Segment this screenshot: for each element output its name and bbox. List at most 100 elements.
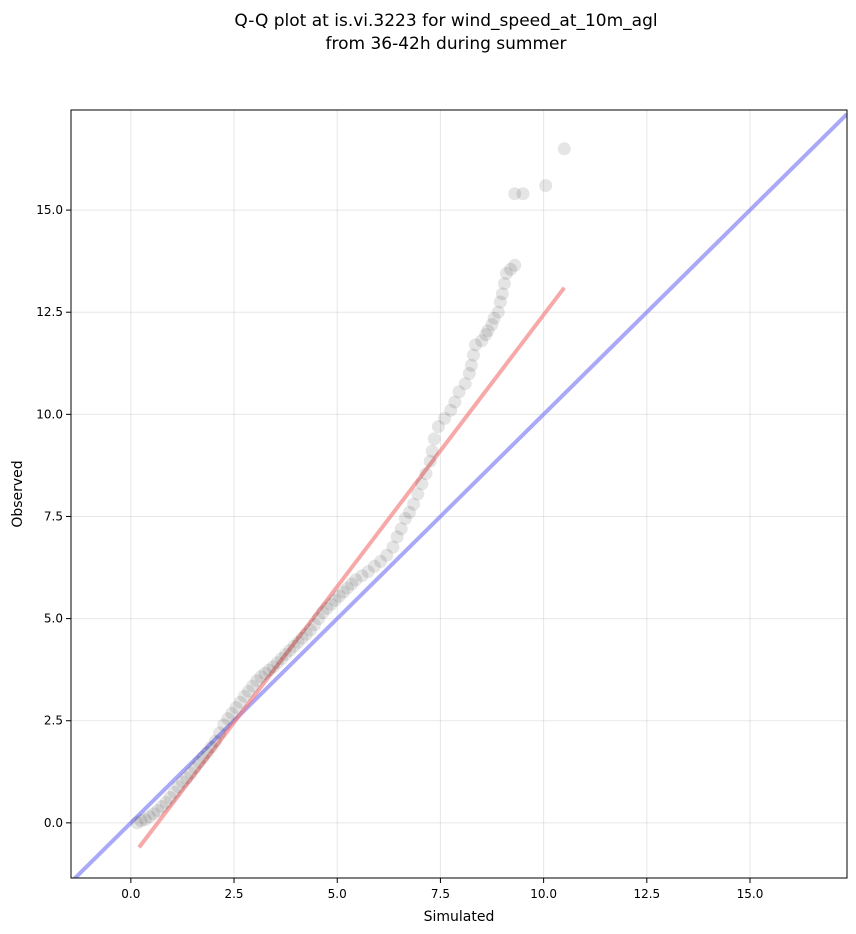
data-point xyxy=(250,674,264,688)
data-point xyxy=(481,324,495,338)
data-point xyxy=(361,565,375,579)
data-point xyxy=(332,589,346,603)
data-point xyxy=(279,648,293,662)
data-point xyxy=(138,813,152,827)
chart-title-line-1: Q-Q plot at is.vi.3223 for wind_speed_at… xyxy=(234,11,657,31)
data-point xyxy=(402,505,416,519)
data-point xyxy=(270,656,284,670)
data-point xyxy=(458,377,472,391)
data-point xyxy=(196,750,210,764)
data-point xyxy=(241,684,255,698)
x-axis-ticks: 0.0 2.5 5.0 7.5 10.0 12.5 15.0 xyxy=(121,878,763,901)
identity-line xyxy=(72,112,847,878)
data-point xyxy=(469,338,483,352)
data-point xyxy=(142,810,156,824)
data-point xyxy=(394,522,408,536)
data-point xyxy=(419,467,433,481)
data-point xyxy=(299,627,313,641)
data-point xyxy=(491,305,505,319)
data-point xyxy=(336,585,350,599)
y-tick-label: 10.0 xyxy=(36,407,63,421)
data-point xyxy=(163,791,177,805)
chart-title-line-2: from 36-42h during summer xyxy=(326,34,567,54)
x-axis-label: Simulated xyxy=(424,909,495,925)
x-tick-label: 0.0 xyxy=(121,887,140,901)
data-point xyxy=(291,635,305,649)
data-point xyxy=(374,554,388,568)
data-point xyxy=(407,497,421,511)
data-point xyxy=(504,262,518,276)
data-point xyxy=(452,385,466,399)
data-point xyxy=(184,766,198,780)
data-point xyxy=(466,348,480,362)
data-point xyxy=(308,618,322,632)
data-point xyxy=(324,597,338,611)
data-point xyxy=(266,660,280,674)
y-tick-label: 2.5 xyxy=(44,714,63,728)
data-point xyxy=(497,277,511,291)
data-point xyxy=(171,780,185,794)
data-point xyxy=(213,726,227,740)
data-point xyxy=(262,663,276,677)
data-point xyxy=(415,477,429,491)
y-tick-label: 5.0 xyxy=(44,612,63,626)
plot-frame xyxy=(70,109,848,879)
data-point xyxy=(200,746,214,760)
data-point xyxy=(367,559,381,573)
data-point xyxy=(134,814,148,828)
data-point xyxy=(508,187,522,201)
data-point xyxy=(221,712,235,726)
data-point xyxy=(438,411,452,425)
data-point xyxy=(246,679,260,693)
data-point xyxy=(423,454,437,468)
data-point xyxy=(283,643,297,657)
data-point xyxy=(508,258,522,272)
fit-line xyxy=(137,286,566,849)
data-point xyxy=(427,432,441,446)
x-tick-label: 12.5 xyxy=(633,887,660,901)
data-point xyxy=(349,573,363,587)
y-axis-ticks: 0.0 2.5 5.0 7.5 10.0 12.5 15.0 xyxy=(36,203,71,830)
y-axis-label: Observed xyxy=(10,460,26,527)
data-point xyxy=(208,734,222,748)
data-point xyxy=(233,695,247,709)
data-point xyxy=(316,605,330,619)
data-point xyxy=(462,366,476,380)
data-point xyxy=(155,800,169,814)
reference-lines xyxy=(72,112,847,878)
data-point xyxy=(495,287,509,301)
data-point xyxy=(320,601,334,615)
data-point xyxy=(258,666,272,680)
data-point xyxy=(147,807,161,821)
y-tick-label: 7.5 xyxy=(44,509,63,523)
data-point xyxy=(345,577,359,591)
data-point xyxy=(425,444,439,458)
data-point xyxy=(130,816,144,830)
data-point xyxy=(341,581,355,595)
data-points xyxy=(130,142,571,830)
data-point xyxy=(237,689,251,703)
data-point xyxy=(151,804,165,818)
x-tick-label: 15.0 xyxy=(737,887,764,901)
data-point xyxy=(431,420,445,434)
data-point xyxy=(167,785,181,799)
data-point xyxy=(390,530,404,544)
data-point xyxy=(386,540,400,554)
data-point xyxy=(225,706,239,720)
data-point xyxy=(475,334,489,348)
data-point xyxy=(557,142,571,156)
data-point xyxy=(254,670,268,684)
data-point xyxy=(204,740,218,754)
y-tick-label: 0.0 xyxy=(44,816,63,830)
data-point xyxy=(275,652,289,666)
y-tick-label: 15.0 xyxy=(36,203,63,217)
data-point xyxy=(328,593,342,607)
data-point xyxy=(355,569,369,583)
data-point xyxy=(380,548,394,562)
data-point xyxy=(159,795,173,809)
data-point xyxy=(312,612,326,626)
data-point xyxy=(229,701,243,715)
data-point xyxy=(287,639,301,653)
data-point xyxy=(175,775,189,789)
